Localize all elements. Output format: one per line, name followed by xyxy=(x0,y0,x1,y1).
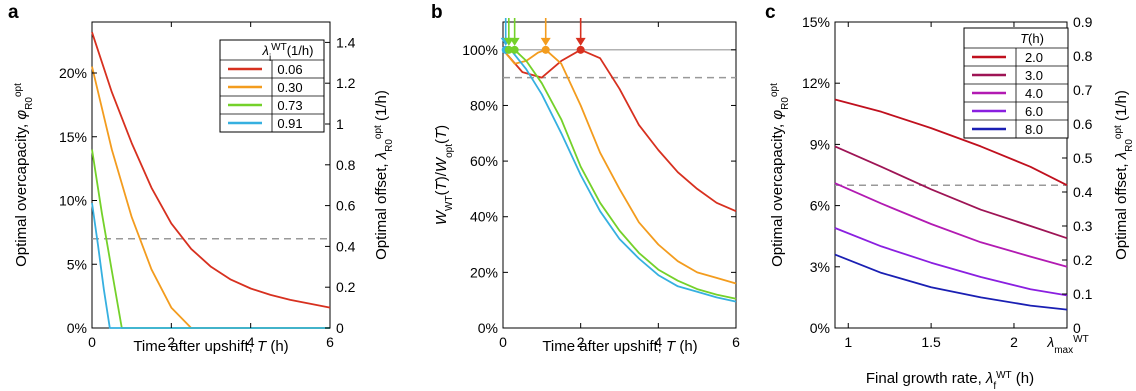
x-tick-label: 1.5 xyxy=(921,334,941,350)
y2-tick-label: 0 xyxy=(336,320,344,336)
x-tick-label: 6 xyxy=(732,334,740,350)
y2-tick-label: 0.5 xyxy=(1073,150,1093,166)
legend-label: 2.0 xyxy=(1025,50,1043,65)
legend-label: 0.91 xyxy=(277,116,302,131)
y2-tick-label: 0.9 xyxy=(1073,14,1093,30)
y-tick-label: 80% xyxy=(470,97,498,113)
series-line-2.0 xyxy=(834,98,1068,187)
y-tick-label: 0% xyxy=(478,320,498,336)
legend-title: λiWT(1/h) xyxy=(262,42,314,64)
y-axis-label: Optimal overcapacity, φR0opt xyxy=(769,83,791,267)
y2-tick-label: 0.8 xyxy=(336,157,356,173)
series-line-3.0 xyxy=(834,145,1068,240)
x-tick-label: 2 xyxy=(1010,334,1018,350)
optimum-arrow-head xyxy=(575,37,586,46)
legend-label: 8.0 xyxy=(1025,122,1043,137)
legend-label: 6.0 xyxy=(1025,104,1043,119)
y-tick-label: 60% xyxy=(470,153,498,169)
x-tick-label: 2 xyxy=(167,334,175,350)
y2-tick-label: 0.6 xyxy=(336,198,356,214)
y-axis-label: Optimal overcapacity, φR0opt xyxy=(13,83,35,267)
x-tick-label: 0 xyxy=(88,334,96,350)
y-tick-label: 100% xyxy=(462,42,498,58)
plot-frame xyxy=(502,21,737,329)
y2-axis-label: Optimal offset, λR0opt (1/h) xyxy=(1113,90,1135,260)
series-line-8.0 xyxy=(834,253,1068,311)
y-tick-label: 3% xyxy=(810,259,830,275)
y2-tick-label: 0 xyxy=(1073,320,1081,336)
y-tick-label: 15% xyxy=(59,129,87,145)
y-tick-label: 5% xyxy=(67,256,87,272)
x-tick-label: 1 xyxy=(844,334,852,350)
plot-frame xyxy=(834,21,1068,329)
y2-tick-label: 1.2 xyxy=(336,75,356,91)
x-axis-label: Time after upshift, T (h) xyxy=(542,338,697,355)
y2-tick-label: 0.2 xyxy=(336,279,356,295)
optimum-arrow-head xyxy=(540,37,551,46)
series-line-0.91 xyxy=(91,202,330,329)
legend-title: T(h) xyxy=(1020,31,1044,46)
legend-label: 0.73 xyxy=(277,98,302,113)
x-end-label: λmaxWT xyxy=(1046,334,1088,356)
optimum-marker xyxy=(541,45,550,54)
optimum-marker xyxy=(576,45,585,54)
series-line-4.0 xyxy=(834,182,1068,268)
y2-tick-label: 0.1 xyxy=(1073,286,1093,302)
y-tick-label: 0% xyxy=(810,320,830,336)
x-axis-label: Final growth rate, λfWT (h) xyxy=(866,370,1034,391)
series-line-0.73 xyxy=(503,48,737,300)
y2-tick-label: 0.2 xyxy=(1073,252,1093,268)
series-line-0.06 xyxy=(502,48,737,213)
x-axis-label: Time after upshift, T (h) xyxy=(133,338,288,355)
legend-label: 3.0 xyxy=(1025,68,1043,83)
optimum-marker xyxy=(504,45,513,54)
y2-tick-label: 1.4 xyxy=(336,34,356,50)
y2-tick-label: 0.6 xyxy=(1073,116,1093,132)
y-tick-label: 15% xyxy=(802,14,830,30)
x-tick-label: 0 xyxy=(499,334,507,350)
y-tick-label: 20% xyxy=(470,264,498,280)
y2-tick-label: 0.3 xyxy=(1073,218,1093,234)
y2-tick-label: 1 xyxy=(336,116,344,132)
legend-label: 4.0 xyxy=(1025,86,1043,101)
y-tick-label: 0% xyxy=(67,320,87,336)
y2-axis-label: Optimal offset, λR0opt (1/h) xyxy=(373,90,395,260)
y-tick-label: 12% xyxy=(802,75,830,91)
y2-tick-label: 0.7 xyxy=(1073,82,1093,98)
x-tick-label: 6 xyxy=(326,334,334,350)
y-tick-label: 10% xyxy=(59,193,87,209)
panel-label: b xyxy=(431,2,443,23)
series-line-6.0 xyxy=(834,227,1068,297)
y-tick-label: 40% xyxy=(470,209,498,225)
optimum-marker xyxy=(510,45,519,54)
optimum-arrow-head xyxy=(509,37,520,46)
y-tick-label: 20% xyxy=(59,65,87,81)
panel-label: a xyxy=(8,2,19,23)
x-tick-label: 4 xyxy=(247,334,255,350)
panel-label: c xyxy=(765,2,776,23)
y2-tick-label: 0.4 xyxy=(336,238,356,254)
series-line-0.91 xyxy=(503,48,737,303)
legend-label: 0.30 xyxy=(277,80,302,95)
series-line-0.06 xyxy=(91,31,331,309)
y2-tick-label: 0.4 xyxy=(1073,184,1093,200)
y-tick-label: 6% xyxy=(810,198,830,214)
x-tick-label: 4 xyxy=(654,334,662,350)
legend-label: 0.06 xyxy=(277,62,302,77)
series-line-0.30 xyxy=(502,48,737,285)
y-axis-label: WWT(T)/Wopt(T) xyxy=(433,125,455,225)
y2-tick-label: 0.8 xyxy=(1073,48,1093,64)
x-tick-label: 2 xyxy=(577,334,585,350)
y-tick-label: 9% xyxy=(810,136,830,152)
